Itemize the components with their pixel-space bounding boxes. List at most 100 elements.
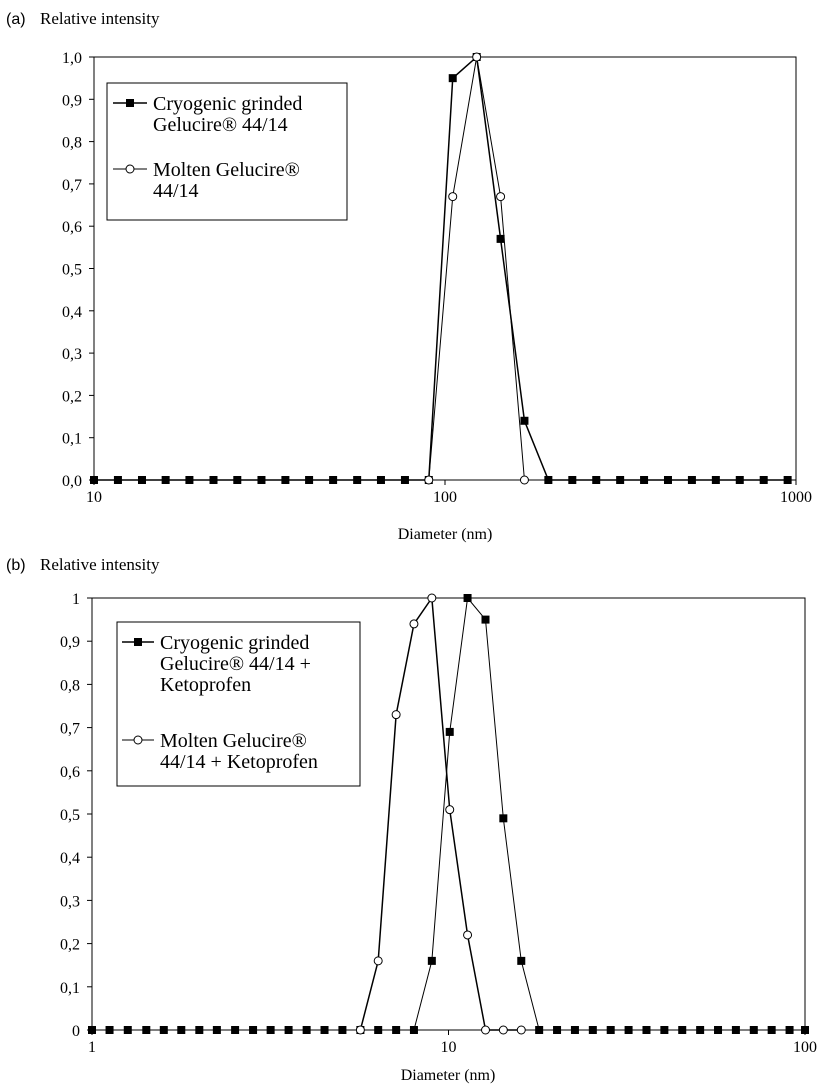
- panel-a-y-tick-label: 0,1: [62, 431, 82, 448]
- panel-b-legend-marker-1: [133, 735, 143, 745]
- panel-a-y-axis-title: Relative intensity: [40, 9, 160, 28]
- panel-b-series-0-point: [266, 1026, 275, 1034]
- panel-b-series-0-point: [427, 956, 436, 965]
- chart-panel-a: (a) Relative intensity 0,00,10,20,30,40,…: [6, 9, 812, 543]
- panel-b-series-0-point: [517, 956, 526, 965]
- panel-a-y-tick-label: 0,7: [62, 177, 82, 194]
- panel-b-series-0-point: [678, 1026, 687, 1034]
- panel-b-series-1-point: [409, 619, 419, 629]
- panel-b-series-layer: [88, 593, 809, 1035]
- panel-b-series-0-point: [535, 1026, 544, 1034]
- panel-b-y-tick-label: 1: [72, 591, 80, 608]
- panel-b-series-0-point: [249, 1026, 258, 1034]
- panel-b-series-0-point: [392, 1026, 401, 1034]
- panel-b-series-1-point: [516, 1025, 526, 1035]
- panel-b-series-1-point: [373, 956, 383, 966]
- panel-a-series-0-point: [90, 476, 98, 484]
- panel-b-legend-box: [116, 621, 361, 787]
- panel-a-legend-marker-0: [126, 99, 134, 107]
- panel-a-y-tick-label: 0,9: [62, 92, 82, 109]
- panel-b-series-0-point: [481, 615, 490, 624]
- panel-a-y-tick-label: 0,0: [62, 473, 82, 490]
- panel-a-series-1-point: [472, 52, 482, 62]
- panel-a-series-0-point: [735, 476, 744, 484]
- panel-b-series-0-point: [588, 1026, 597, 1034]
- panel-b-series-0-point: [642, 1026, 651, 1034]
- panel-b-series-0-point: [499, 814, 508, 823]
- panel-a-series-0-point: [113, 476, 122, 484]
- panel-a-x-axis-title: Diameter (nm): [398, 526, 493, 543]
- panel-a-series-0-point: [305, 476, 314, 484]
- panel-a-x-tick-label: 1000: [780, 489, 812, 506]
- panel-b-x-tick-label: 100: [793, 1039, 817, 1056]
- panel-b-series-0-point: [767, 1026, 776, 1034]
- panel-b-letter: (b): [6, 557, 26, 574]
- panel-a-series-0-point: [448, 74, 457, 83]
- panel-a-series-0-point: [759, 476, 768, 484]
- panel-a-series-0-point: [209, 476, 218, 484]
- panel-a-y-ticks: 0,0 0,1 0,2 0,3 0,4 0,5 0,6 0,7 0,8 0,9 1,0: [62, 50, 94, 490]
- panel-a-series-0-point: [329, 476, 338, 484]
- panel-b-series-0-point: [801, 1026, 809, 1034]
- panel-a-y-tick-label: 1,0: [62, 50, 82, 67]
- panel-a-series-1-point: [424, 475, 434, 485]
- panel-b-series-0-point: [445, 727, 454, 736]
- panel-b-y-tick-label: 0,2: [60, 937, 80, 954]
- panel-b-y-tick-label: 0,4: [60, 850, 80, 867]
- panel-b-series-0-point: [660, 1026, 669, 1034]
- panel-b-series-0-point: [785, 1026, 794, 1034]
- panel-a-series-0-point: [616, 476, 625, 484]
- panel-a-x-ticks: 10 100 1000: [86, 480, 812, 506]
- panel-a-letter: (a): [6, 11, 26, 28]
- panel-b-series-1-point: [445, 805, 455, 815]
- panel-a-series-0-point: [496, 234, 505, 243]
- panel-b-legend-label-1-line-1: Molten Gelucire®: [160, 730, 307, 752]
- panel-a-legend-label-1-line-2: 44/14: [153, 180, 199, 202]
- panel-b-series-0-point: [338, 1026, 347, 1034]
- panel-b-y-tick-label: 0: [72, 1023, 80, 1040]
- panel-a-series-0-point: [161, 476, 170, 484]
- panel-a-legend: Cryogenic grinded Gelucire® 44/14 Molten…: [106, 82, 348, 221]
- panel-a-series-1-point: [496, 192, 506, 202]
- panel-b-legend-label-0-line-1: Cryogenic grinded: [160, 632, 309, 654]
- panel-a-legend-label-0-line-2: Gelucire® 44/14: [153, 114, 288, 136]
- panel-b-y-tick-label: 0,7: [60, 721, 80, 738]
- panel-a-series-1-point: [519, 475, 529, 485]
- panel-a-series-0-point: [687, 476, 696, 484]
- panel-b-legend: Cryogenic grinded Gelucire® 44/14 + Keto…: [116, 621, 361, 787]
- panel-b-series-1-point: [427, 593, 437, 603]
- panel-a-series-0-point: [257, 476, 266, 484]
- panel-b-series-1-point: [355, 1025, 365, 1035]
- panel-a-series-0-point: [520, 416, 529, 425]
- panel-b-legend-label-0-line-3: Ketoprofen: [160, 674, 251, 696]
- panel-b-series-0-point: [409, 1026, 418, 1034]
- panel-b-series-1-line: [359, 595, 522, 1031]
- panel-b-series-0-point: [195, 1026, 204, 1034]
- panel-b-series-1-point: [463, 930, 473, 940]
- panel-b-y-tick-label: 0,5: [60, 807, 80, 824]
- panel-b-series-0-point: [570, 1026, 579, 1034]
- panel-b-y-tick-label: 0,1: [60, 980, 80, 997]
- panel-a-series-0-point: [711, 476, 720, 484]
- panel-b-series-0-point: [123, 1026, 132, 1034]
- panel-b-x-axis-title: Diameter (nm): [401, 1067, 496, 1084]
- panel-b-series-0-point: [553, 1026, 562, 1034]
- panel-b-series-0-point: [696, 1026, 705, 1034]
- panel-a-series-0-point: [568, 476, 577, 484]
- panel-b-series-0-point: [320, 1026, 329, 1034]
- panel-b-x-tick-label: 10: [441, 1039, 457, 1056]
- panel-a-series-0-point: [400, 476, 409, 484]
- panel-a-x-tick-label: 100: [433, 489, 457, 506]
- panel-b-series-0-point: [714, 1026, 723, 1034]
- panel-a-y-tick-label: 0,5: [62, 262, 82, 279]
- panel-b-series-1-point: [498, 1025, 508, 1035]
- panel-a-legend-label-1-line-1: Molten Gelucire®: [153, 159, 300, 181]
- panel-a-series-0-point: [281, 476, 290, 484]
- panel-b-series-0-point: [749, 1026, 758, 1034]
- panel-a-legend-label-0-line-1: Cryogenic grinded: [153, 93, 302, 115]
- chart-panel-b: (b) Relative intensity 00,10,20,30,40,50…: [6, 555, 817, 1084]
- panel-b-series-0-point: [302, 1026, 311, 1034]
- panel-b-y-tick-label: 0,3: [60, 893, 80, 910]
- panel-b-series-0-point: [105, 1026, 114, 1034]
